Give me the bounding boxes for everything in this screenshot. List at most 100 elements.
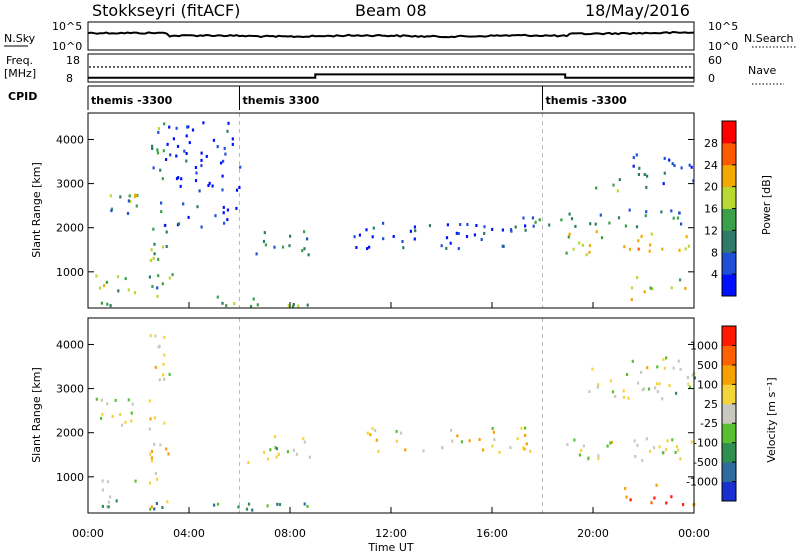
range-cell xyxy=(161,282,164,286)
range-cell xyxy=(675,391,678,395)
range-cell xyxy=(235,188,239,192)
range-cell xyxy=(255,252,258,256)
range-cell xyxy=(150,248,153,252)
range-cell xyxy=(618,178,621,182)
range-cell xyxy=(100,398,103,402)
y-tick-label: 3000 xyxy=(56,383,84,396)
range-cell xyxy=(637,247,640,251)
colorbar-swatch xyxy=(722,230,736,253)
range-cell xyxy=(366,247,369,251)
range-cell xyxy=(523,447,526,451)
range-cell xyxy=(457,232,460,235)
range-cell xyxy=(372,226,375,230)
range-cell xyxy=(306,303,309,307)
range-cell xyxy=(153,252,156,256)
range-cell xyxy=(514,225,517,229)
range-cell xyxy=(568,212,571,216)
range-cell xyxy=(686,376,689,379)
range-cell xyxy=(129,200,132,204)
range-cell xyxy=(646,174,649,178)
colorbar-tick-label: -100 xyxy=(693,437,718,450)
freq-panel xyxy=(87,53,695,83)
range-cell xyxy=(167,452,170,456)
range-cell xyxy=(169,153,172,157)
range-cell xyxy=(239,165,242,169)
range-cell xyxy=(653,496,656,500)
range-cell xyxy=(475,224,478,227)
range-cell xyxy=(251,508,254,512)
y-tick-label: 4000 xyxy=(56,133,84,146)
range-cell xyxy=(107,500,110,504)
range-cell xyxy=(100,301,103,305)
range-cell xyxy=(532,224,535,228)
range-cell xyxy=(208,181,211,185)
range-cell xyxy=(247,461,250,464)
range-cell xyxy=(156,294,159,298)
range-cell xyxy=(573,438,576,442)
range-cell xyxy=(580,449,583,452)
range-cell xyxy=(237,505,240,509)
range-cell xyxy=(185,159,188,163)
range-cell xyxy=(136,194,139,197)
range-cell xyxy=(262,239,266,243)
range-cell xyxy=(468,439,471,443)
range-cell xyxy=(358,233,361,237)
range-cell xyxy=(158,344,161,348)
range-cell xyxy=(640,370,643,374)
range-cell xyxy=(648,249,651,253)
range-cell xyxy=(635,225,639,229)
cpid-segment-label: themis 3300 xyxy=(243,94,320,107)
colorbar-swatch xyxy=(722,384,736,405)
range-cell xyxy=(509,446,512,449)
range-cell xyxy=(148,481,151,485)
range-cell xyxy=(156,477,159,481)
range-cell xyxy=(445,236,449,240)
range-cell xyxy=(402,246,405,250)
range-cell xyxy=(166,500,169,504)
range-cell xyxy=(179,184,182,188)
range-cell xyxy=(292,448,295,452)
nsky-tick-low: 10^0 xyxy=(52,40,82,53)
range-cell xyxy=(625,495,628,499)
range-cell xyxy=(589,222,592,226)
range-cell xyxy=(106,402,109,406)
range-cell xyxy=(679,278,682,282)
range-cell xyxy=(307,253,310,257)
range-cell xyxy=(678,211,681,215)
range-cell xyxy=(161,506,164,509)
range-cell xyxy=(267,457,270,461)
range-cell xyxy=(413,237,416,241)
range-cell xyxy=(127,398,130,402)
range-cell xyxy=(595,230,598,234)
range-cell xyxy=(157,274,160,278)
range-cell xyxy=(492,430,495,434)
range-cell xyxy=(264,243,267,247)
range-cell xyxy=(95,274,98,278)
range-cell xyxy=(222,159,225,163)
range-cell xyxy=(628,247,632,251)
range-cell xyxy=(627,396,630,400)
colorbar-tick-label: -1000 xyxy=(686,476,718,489)
range-cell xyxy=(666,439,669,443)
range-cell xyxy=(671,438,674,442)
range-cell xyxy=(616,189,619,193)
range-cell xyxy=(252,297,255,301)
range-cell xyxy=(135,204,138,208)
range-cell xyxy=(665,501,668,505)
range-cell xyxy=(247,502,251,506)
range-cell xyxy=(637,239,640,243)
range-cell xyxy=(668,158,671,162)
colorbar-swatch xyxy=(722,208,736,231)
range-cell xyxy=(510,229,513,233)
range-cell xyxy=(645,185,648,189)
range-cell xyxy=(622,389,625,393)
range-cell xyxy=(524,228,527,232)
range-cell xyxy=(212,138,215,142)
range-cell xyxy=(600,236,604,240)
range-cell xyxy=(628,208,631,212)
colorbar-tick-label: 25 xyxy=(704,398,718,411)
range-cell xyxy=(288,244,291,248)
time-tick-label: 12:00 xyxy=(375,527,407,540)
range-cell xyxy=(124,420,127,424)
range-cell xyxy=(163,335,166,339)
